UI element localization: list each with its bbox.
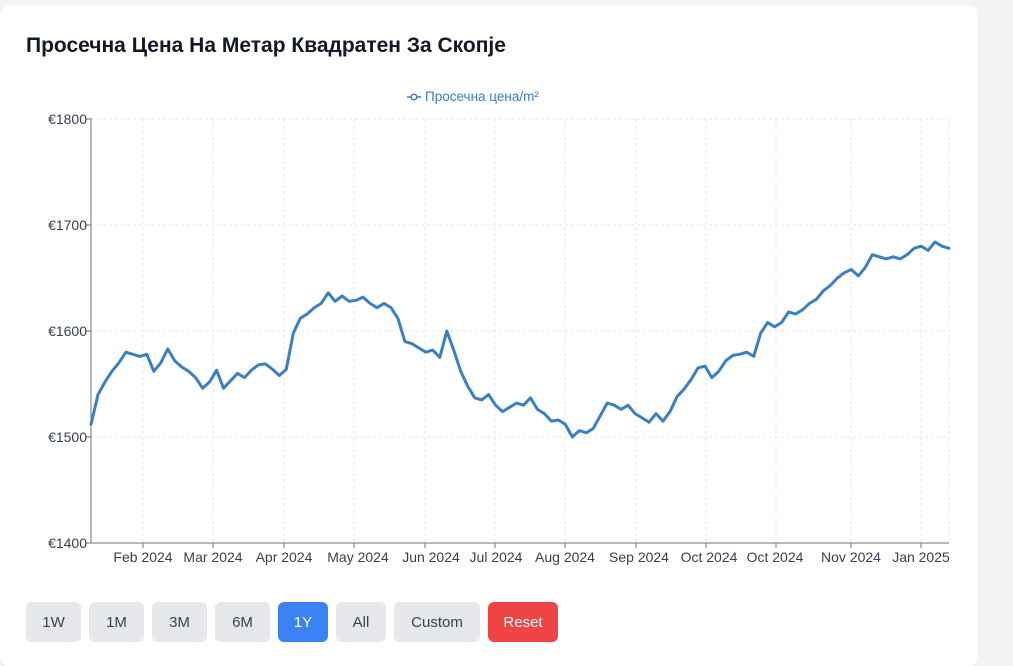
legend[interactable]: Просечна цена/m²	[407, 89, 539, 104]
y-axis-ticks: €1800 €1700 €1600 €1500 €1400	[48, 111, 91, 551]
x-tick-label: Mar 2024	[183, 549, 242, 565]
y-tick-label: €1500	[48, 429, 87, 445]
y-tick-label: €1800	[48, 111, 87, 127]
x-tick-label: Jul 2024	[470, 549, 523, 565]
range-6m-button[interactable]: 6M	[215, 602, 270, 642]
range-1w-button[interactable]: 1W	[26, 602, 81, 642]
line-chart: €1800 €1700 €1600 €1500 €1400 Feb 2024 Mar 20…	[48, 89, 951, 565]
range-buttons: 1W 1M 3M 6M 1Y All Custom Reset	[26, 602, 558, 642]
range-all-button[interactable]: All	[336, 602, 386, 642]
x-tick-label: Feb 2024	[113, 549, 172, 565]
series-layer	[89, 240, 951, 439]
grid-lines	[91, 118, 950, 543]
range-3m-button[interactable]: 3M	[152, 602, 207, 642]
y-tick-label: €1400	[48, 535, 87, 551]
x-tick-label: May 2024	[327, 549, 389, 565]
series-line	[89, 240, 951, 439]
x-tick-label: Oct 2024	[747, 549, 804, 565]
x-tick-label: Aug 2024	[535, 549, 595, 565]
x-tick-label: Oct 2024	[681, 549, 738, 565]
y-tick-label: €1700	[48, 217, 87, 233]
chart-card	[0, 6, 978, 666]
x-tick-label: Nov 2024	[821, 549, 881, 565]
x-tick-label: Apr 2024	[256, 549, 313, 565]
range-1y-button[interactable]: 1Y	[278, 602, 328, 642]
y-tick-label: €1600	[48, 323, 87, 339]
reset-button[interactable]: Reset	[488, 602, 558, 642]
x-axis-ticks: Feb 2024 Mar 2024 Apr 2024 May 2024 Jun 2024…	[113, 543, 950, 565]
x-tick-label: Sep 2024	[609, 549, 669, 565]
x-tick-label: Jan 2025	[892, 549, 950, 565]
x-tick-label: Jun 2024	[402, 549, 460, 565]
range-1m-button[interactable]: 1M	[89, 602, 144, 642]
legend-label: Просечна цена/m²	[425, 89, 539, 104]
custom-range-button[interactable]: Custom	[394, 602, 480, 642]
legend-marker-dot	[410, 93, 418, 101]
chart-title: Просечна Цена На Метар Квадратен За Скоп…	[26, 34, 506, 57]
